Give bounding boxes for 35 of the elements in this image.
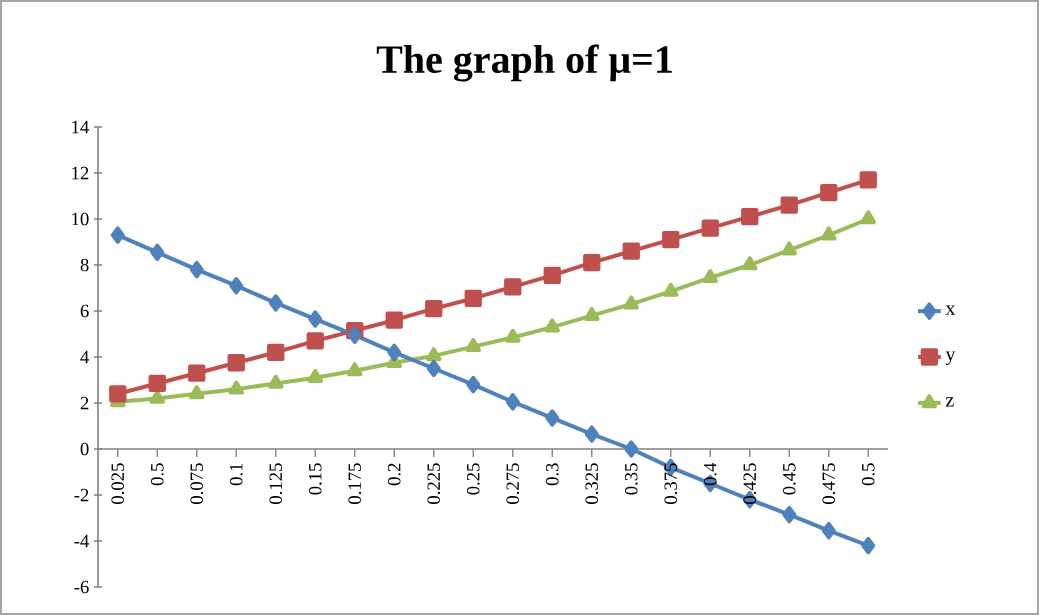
y-tick-label: 14: [72, 120, 90, 134]
y-tick-label: -4: [74, 534, 90, 548]
x-tick-label: 0.275: [506, 463, 520, 504]
x-tick-label: 0.325: [585, 463, 599, 504]
y-tick-label: 2: [80, 396, 89, 410]
x-tick-label: 0.45: [782, 463, 796, 495]
x-tick-label: 0.15: [308, 463, 322, 495]
x-tick-label: 0.025: [111, 463, 125, 504]
x-tick-label: 0.3: [545, 463, 559, 486]
x-tick-label: 0.225: [427, 463, 441, 504]
x-tick-label: 0.2: [387, 463, 401, 486]
legend-label: z: [945, 397, 954, 407]
y-tick-label: 10: [72, 212, 89, 226]
y-tick-label: -2: [74, 488, 89, 502]
x-tick-label: 0.425: [743, 463, 757, 504]
y-tick-label: 8: [80, 258, 89, 272]
y-tick-label: 4: [80, 350, 90, 364]
x-tick-label: 0.35: [624, 463, 638, 495]
y-tick-label: 6: [80, 304, 89, 318]
x-tick-label: 0.5: [861, 463, 875, 486]
x-tick-label: 0.5: [150, 463, 164, 486]
legend-label: x: [945, 305, 956, 315]
x-tick-label: 0.475: [822, 463, 836, 504]
y-tick-label: -6: [74, 580, 89, 594]
x-tick-label: 0.125: [269, 463, 283, 504]
legend-label: y: [945, 351, 956, 365]
y-tick-label: 0: [80, 442, 89, 456]
x-tick-label: 0.25: [466, 463, 480, 495]
chart-title: The graph of μ=1: [376, 44, 672, 82]
x-tick-label: 0.075: [190, 463, 204, 504]
x-tick-label: 0.1: [229, 463, 243, 486]
x-tick-label: 0.375: [664, 463, 678, 504]
y-tick-label: 12: [72, 166, 89, 180]
x-tick-label: 0.175: [348, 463, 362, 504]
x-tick-label: 0.4: [703, 462, 717, 486]
